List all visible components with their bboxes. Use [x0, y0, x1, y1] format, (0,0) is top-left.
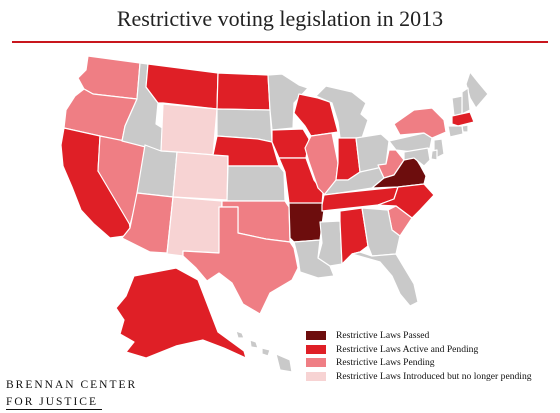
brand-line-1: BRENNAN CENTER: [6, 379, 138, 391]
swatch-nolonger: [306, 371, 326, 381]
legend-item-passed: Restrictive Laws Passed: [306, 329, 532, 343]
state-ct[interactable]: [447, 125, 464, 138]
legend-label-nolonger: Restrictive Laws Introduced but no longe…: [336, 370, 532, 382]
map-legend: Restrictive Laws Passed Restrictive Laws…: [306, 329, 532, 383]
legend-item-nolonger: Restrictive Laws Introduced but no longe…: [306, 370, 532, 384]
state-ak[interactable]: [115, 267, 247, 359]
state-la[interactable]: [293, 239, 335, 279]
state-tx[interactable]: [182, 206, 299, 315]
legend-label-passed: Restrictive Laws Passed: [336, 330, 430, 342]
swatch-passed: [306, 331, 326, 341]
legend-item-active: Restrictive Laws Active and Pending: [306, 343, 532, 357]
swatch-active: [306, 344, 326, 354]
brand-line-2: FOR JUSTICE: [6, 396, 102, 410]
state-fl[interactable]: [351, 251, 419, 307]
legend-item-pending: Restrictive Laws Pending: [306, 356, 532, 370]
state-ma[interactable]: [451, 111, 475, 127]
state-vt[interactable]: [451, 95, 463, 117]
legend-label-active: Restrictive Laws Active and Pending: [336, 343, 479, 355]
state-co[interactable]: [172, 151, 229, 201]
brennan-center-logo: BRENNAN CENTER FOR JUSTICE: [6, 379, 137, 410]
legend-label-pending: Restrictive Laws Pending: [336, 357, 435, 369]
state-mo[interactable]: [278, 157, 324, 206]
state-ms[interactable]: [317, 220, 343, 267]
state-nh[interactable]: [461, 87, 471, 115]
swatch-pending: [306, 358, 326, 368]
state-de[interactable]: [430, 149, 438, 161]
us-states-map: [60, 55, 489, 373]
state-hi[interactable]: [235, 330, 293, 373]
state-me[interactable]: [465, 71, 489, 109]
state-ga[interactable]: [361, 207, 401, 257]
state-mn[interactable]: [267, 73, 309, 131]
map-title: Restrictive voting legislation in 2013: [116, 6, 444, 31]
state-mt[interactable]: [145, 63, 219, 110]
state-ny[interactable]: [393, 107, 447, 139]
state-nm[interactable]: [166, 196, 223, 257]
state-md[interactable]: [403, 147, 431, 167]
state-wy[interactable]: [160, 103, 218, 156]
title-rule: [12, 41, 548, 43]
state-ia[interactable]: [271, 128, 310, 159]
state-ar[interactable]: [288, 202, 325, 243]
state-ks[interactable]: [226, 165, 286, 202]
state-nd[interactable]: [216, 72, 271, 111]
